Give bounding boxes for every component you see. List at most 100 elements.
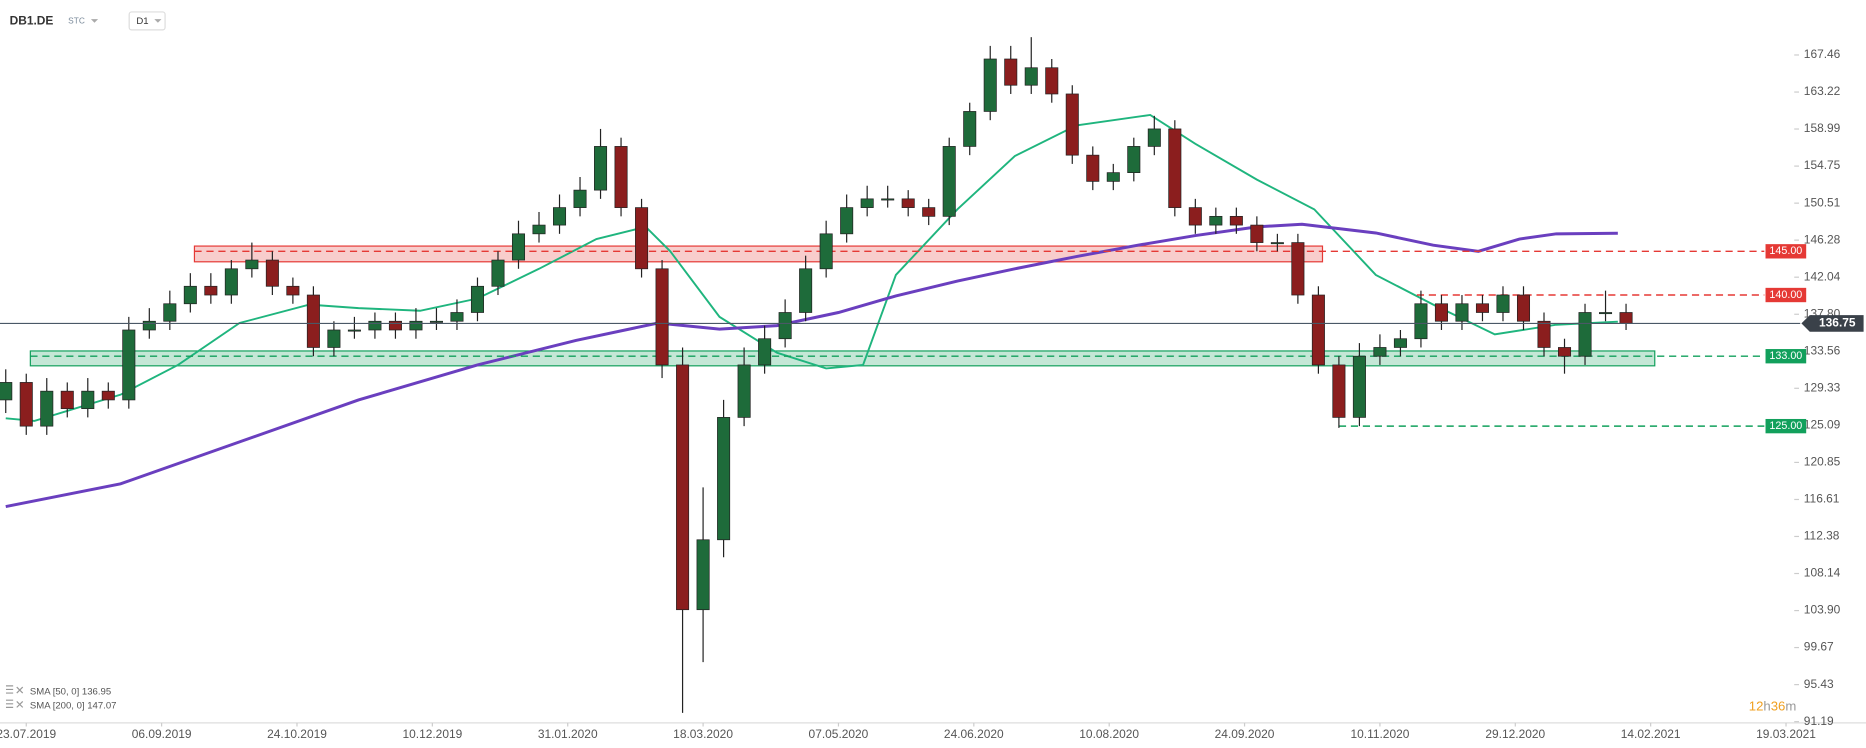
level-label: 125.00	[1769, 420, 1802, 432]
candle-body	[573, 189, 587, 208]
candle-body	[327, 329, 341, 348]
candle-body	[409, 320, 423, 331]
candle-body	[819, 233, 833, 270]
candle-body	[696, 539, 710, 611]
candle-body	[19, 382, 33, 427]
candle-body	[1516, 294, 1531, 322]
icon[interactable]	[5, 685, 14, 708]
candle-body	[655, 268, 669, 366]
y-tick-label: 142.04	[1804, 269, 1841, 283]
countdown-part: m	[1785, 699, 1796, 714]
candle-body	[1352, 355, 1366, 418]
candle-body	[942, 146, 956, 217]
candle-body	[1434, 303, 1448, 322]
candle-body	[1291, 242, 1305, 296]
market[interactable]: STC	[68, 16, 85, 26]
candle-body	[491, 259, 505, 287]
candle-body	[1537, 320, 1551, 348]
candle-body	[265, 259, 279, 287]
last-price-label: 136.75	[1819, 316, 1856, 330]
candle-body	[347, 329, 361, 332]
last-price-box	[1801, 315, 1864, 332]
candle-body	[881, 198, 895, 201]
level-label: 140.00	[1769, 289, 1802, 301]
dropdown-caret[interactable]	[154, 19, 162, 23]
candle-body	[368, 320, 382, 331]
candle-body	[1496, 294, 1510, 313]
x-tick-label: 29.12.2020	[1485, 727, 1545, 741]
level-label: 133.00	[1769, 350, 1802, 362]
x-tick-label: 19.03.2021	[1756, 727, 1816, 741]
candle-body	[594, 146, 608, 191]
candle-body	[40, 390, 54, 427]
candle-body	[224, 268, 238, 296]
legend-entry: SMA [200, 0] 147.07	[30, 701, 117, 712]
zone	[29, 350, 1656, 367]
candle-body	[1004, 58, 1018, 86]
candle-body	[1455, 303, 1469, 322]
y-tick-label: 125.09	[1804, 418, 1841, 432]
candle-body	[1332, 364, 1346, 418]
candle-body	[1475, 303, 1489, 313]
level-label-box	[1765, 287, 1807, 303]
candle-body	[1558, 347, 1572, 357]
y-tick-label: 163.22	[1804, 84, 1841, 98]
interval-box[interactable]	[128, 11, 166, 31]
interval[interactable]: D1	[136, 16, 148, 27]
y-tick-label: 150.51	[1804, 195, 1841, 209]
legend-entry: SMA [50, 0] 136.95	[30, 686, 111, 697]
level-label-box	[1765, 349, 1807, 364]
candle-body	[1106, 172, 1120, 182]
candle-body	[1127, 146, 1141, 173]
candle-body	[553, 207, 567, 226]
y-tick-label: 108.14	[1804, 566, 1841, 580]
candle-body	[245, 259, 259, 270]
candle-body	[286, 285, 300, 296]
candle-body	[1168, 128, 1182, 208]
candle-body	[306, 294, 320, 348]
candle-body	[183, 285, 197, 305]
candle-body	[676, 364, 690, 611]
y-tick-label: 154.75	[1804, 158, 1841, 172]
sma-line	[5, 222, 1618, 509]
symbol[interactable]: DB1.DE	[10, 14, 54, 28]
y-tick-label: 167.46	[1804, 47, 1841, 61]
x-tick-label: 31.01.2020	[538, 727, 598, 741]
candle-body	[737, 364, 751, 418]
dropdown-caret[interactable]	[90, 19, 99, 23]
candle-body	[163, 303, 177, 322]
close-icon[interactable]	[16, 686, 24, 708]
x-tick-label: 10.11.2020	[1350, 727, 1409, 741]
level-label: 145.00	[1769, 245, 1802, 257]
y-tick-label: 158.99	[1804, 121, 1841, 135]
x-tick-label: 07.05.2020	[809, 727, 869, 741]
y-tick-label: 91.19	[1804, 714, 1834, 728]
candle-body	[1147, 128, 1161, 147]
countdown-part: h	[1763, 699, 1770, 714]
x-tick-label: 10.08.2020	[1079, 727, 1139, 741]
candle-body	[1619, 312, 1633, 324]
y-tick-label: 95.43	[1804, 677, 1834, 691]
indicator-legend: SMA [50, 0] 136.95 SMA [200, 0] 147.07	[5, 685, 117, 712]
x-tick-label: 24.06.2020	[944, 727, 1004, 741]
candle-body	[0, 382, 13, 401]
candle-body	[901, 198, 915, 208]
y-tick-label: 99.67	[1804, 640, 1834, 654]
candle-body	[204, 285, 218, 296]
candle-body	[1229, 215, 1243, 226]
candle-body	[922, 207, 936, 217]
candle-body	[388, 320, 402, 331]
candle-body	[1414, 303, 1428, 340]
candle-body	[1250, 224, 1264, 243]
candle-body	[635, 207, 649, 270]
candle-body	[1188, 207, 1202, 226]
candle-body	[511, 233, 526, 261]
candle-body	[1024, 67, 1038, 86]
candle-body	[1045, 67, 1059, 95]
sma-line	[5, 113, 1618, 422]
candle-body	[450, 312, 464, 322]
y-tick-label: 103.90	[1804, 603, 1841, 617]
x-tick-label: 14.02.2021	[1621, 727, 1681, 741]
